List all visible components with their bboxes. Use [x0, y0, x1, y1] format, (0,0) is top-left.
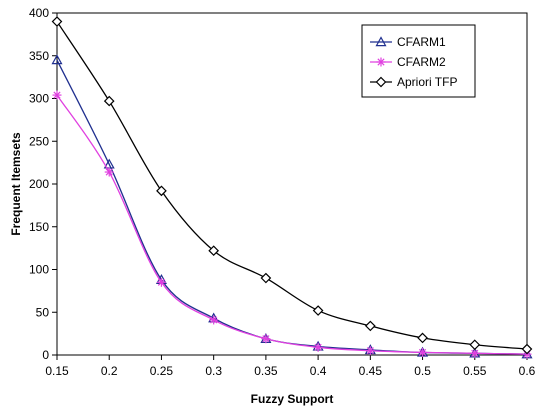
legend: CFARM1 CFARM2 Apriori TFP: [361, 24, 476, 98]
y-tick-label: 400: [29, 6, 49, 20]
data-point-series-2: [365, 346, 375, 356]
y-tick-label: 300: [29, 92, 49, 106]
x-tick-label: 0.2: [101, 364, 118, 378]
data-point-series-3: [521, 343, 533, 355]
y-tick-label: 0: [42, 348, 49, 362]
x-tick-label: 0.25: [150, 364, 174, 378]
legend-entry-label: Apriori TFP: [397, 75, 457, 89]
legend-marker: [375, 76, 387, 88]
data-point-series-1: [51, 54, 63, 65]
data-point-series-3: [469, 339, 481, 351]
x-tick-label: 0.35: [254, 364, 278, 378]
x-axis-title: Fuzzy Support: [251, 392, 334, 406]
y-tick-label: 150: [29, 220, 49, 234]
data-point-series-2: [418, 347, 428, 357]
data-point-series-2: [104, 167, 114, 177]
x-tick-label: 0.5: [414, 364, 431, 378]
data-point-series-3: [417, 332, 428, 344]
series-line-3: [56, 21, 528, 350]
data-point-series-2: [209, 315, 219, 325]
y-tick-label: 350: [29, 49, 49, 63]
x-tick-label: 0.45: [359, 364, 383, 378]
data-point-series-3: [312, 305, 324, 316]
plot-area: [56, 12, 528, 356]
series-layer: [51, 16, 533, 359]
data-point-series-3: [208, 245, 220, 257]
y-tick-label: 250: [29, 134, 49, 148]
data-point-series-2: [313, 342, 323, 352]
y-tick-label: 100: [29, 263, 49, 277]
y-axis: 0 50 100 150 200 250 300 350 400: [29, 6, 57, 362]
data-point-series-2: [52, 90, 62, 100]
data-point-series-3: [103, 95, 115, 107]
y-axis-title: Frequent Itemsets: [9, 132, 23, 236]
y-tick-label: 200: [29, 177, 49, 191]
series-line-2: [56, 94, 528, 355]
x-tick-label: 0.3: [205, 364, 222, 378]
data-point-series-3: [260, 272, 272, 284]
data-point-series-2: [261, 334, 271, 344]
data-point-series-3: [364, 320, 376, 332]
legend-entry-label: CFARM1: [397, 35, 446, 49]
x-axis: 0.15 0.2 0.25 0.3 0.35 0.4 0.45 0.5 0.55 0.6: [45, 355, 535, 378]
legend-entry-label: CFARM2: [397, 55, 446, 69]
x-tick-label: 0.6: [519, 364, 535, 378]
data-point-series-3: [51, 16, 63, 27]
legend-marker: [375, 36, 387, 47]
data-point-series-2: [156, 277, 166, 287]
x-tick-label: 0.15: [45, 364, 69, 378]
y-tick-label: 50: [36, 305, 50, 319]
legend-marker: [376, 57, 386, 67]
x-tick-label: 0.4: [310, 364, 327, 378]
series-line-1: [56, 59, 528, 355]
data-point-series-3: [156, 185, 167, 197]
x-tick-label: 0.55: [463, 364, 487, 378]
data-point-series-2: [470, 348, 480, 358]
